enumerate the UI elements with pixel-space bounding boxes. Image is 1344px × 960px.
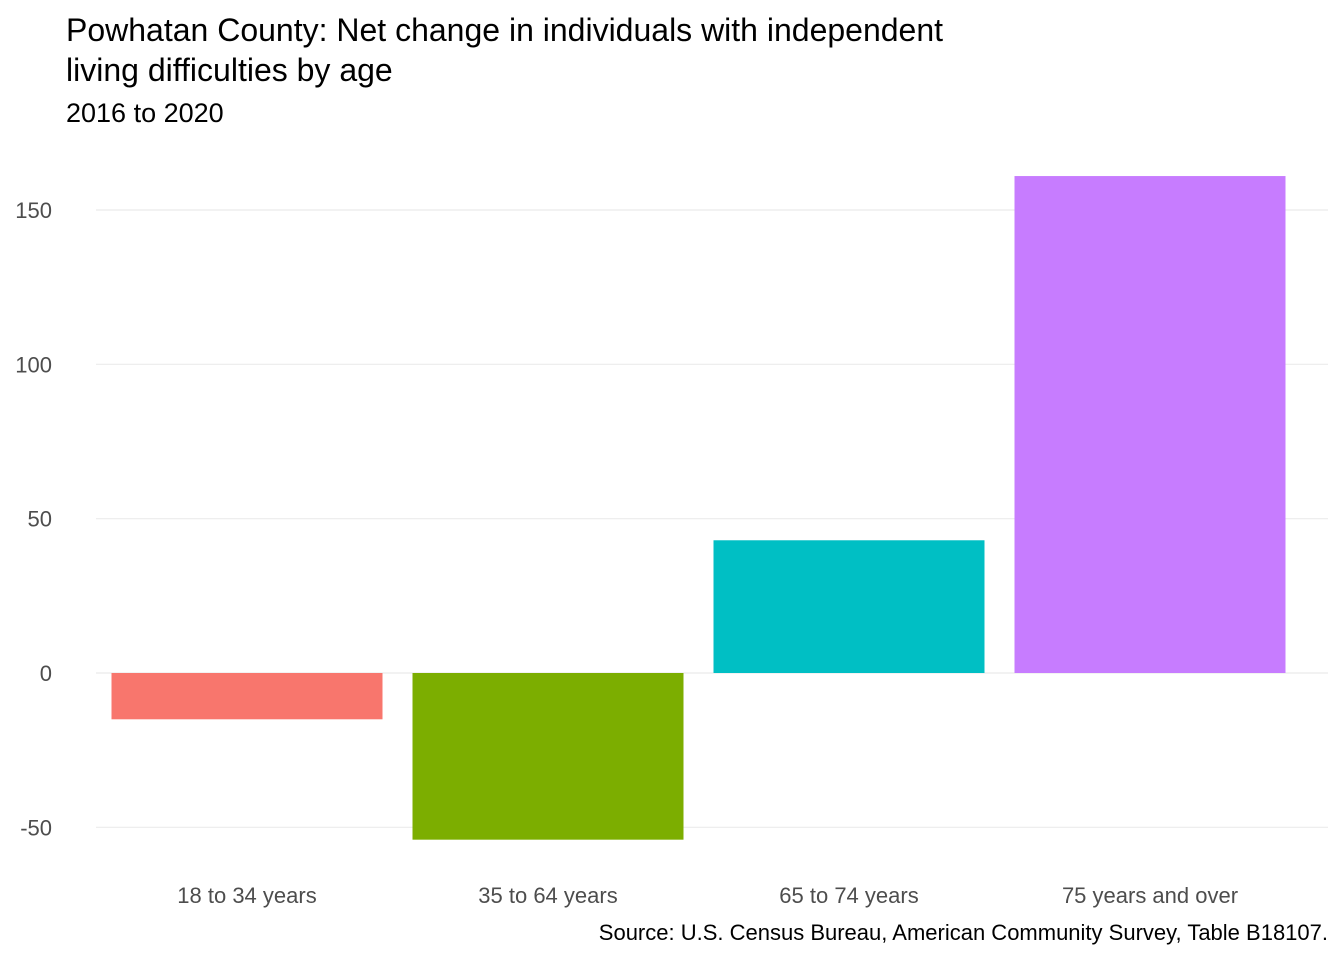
x-tick-label: 35 to 64 years — [478, 883, 617, 908]
x-tick-label: 65 to 74 years — [779, 883, 918, 908]
bar-4 — [1014, 176, 1286, 673]
x-tick-label: 18 to 34 years — [177, 883, 316, 908]
bar-1 — [111, 673, 383, 720]
chart-caption: Source: U.S. Census Bureau, American Com… — [598, 920, 1328, 945]
y-tick-label: 50 — [28, 507, 52, 532]
chart-subtitle: 2016 to 2020 — [66, 98, 224, 128]
bars — [111, 176, 1286, 840]
chart-title: Powhatan County: Net change in individua… — [66, 12, 944, 88]
bar-3 — [713, 540, 985, 673]
x-tick-label: 75 years and over — [1062, 883, 1238, 908]
y-tick-label: 100 — [15, 352, 52, 377]
y-axis-ticks: -50 0 50 100 150 — [15, 198, 52, 840]
y-tick-label: 150 — [15, 198, 52, 223]
y-tick-label: 0 — [40, 661, 52, 686]
x-axis-ticks: 18 to 34 years 35 to 64 years 65 to 74 yea… — [177, 883, 1238, 908]
bar-2 — [412, 673, 684, 840]
y-tick-label: -50 — [20, 815, 52, 840]
